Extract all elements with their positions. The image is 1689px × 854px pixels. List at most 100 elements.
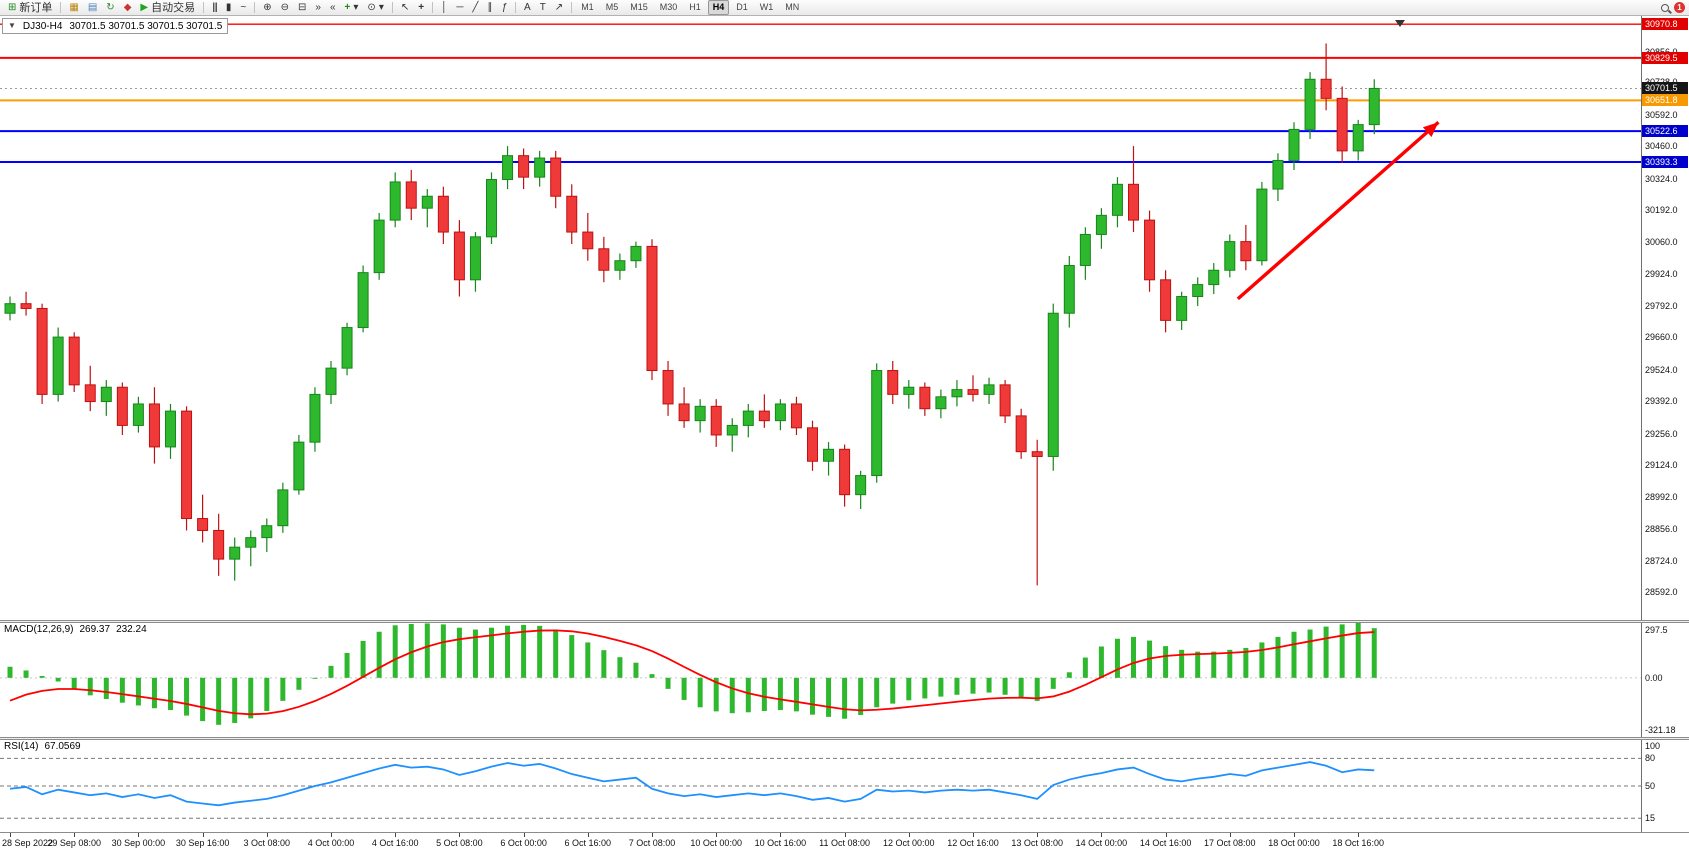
profiles-button[interactable]: ▦ bbox=[65, 1, 82, 15]
candle bbox=[887, 370, 899, 395]
candle bbox=[4, 303, 16, 314]
candle bbox=[1176, 296, 1188, 321]
time-tick bbox=[395, 833, 397, 837]
arrows-tool-button[interactable]: ↗ bbox=[551, 1, 567, 15]
market-watch-button[interactable]: ▤ bbox=[84, 1, 101, 15]
search-button[interactable] bbox=[1657, 1, 1673, 15]
periods-button[interactable]: ⊙ ▾ bbox=[363, 1, 387, 15]
time-axis-label: 30 Sep 16:00 bbox=[175, 838, 230, 848]
macd-panel[interactable]: MACD(12,26,9) 269.37 232.24 bbox=[0, 623, 1641, 737]
macd-bar bbox=[103, 677, 109, 700]
refresh-button[interactable]: ↻ bbox=[102, 1, 118, 15]
macd-chart[interactable] bbox=[0, 623, 1641, 737]
panel-splitter[interactable] bbox=[0, 737, 1689, 740]
trendline-button[interactable]: ╱ bbox=[468, 1, 482, 15]
macd-bar bbox=[376, 631, 382, 678]
notification-badge[interactable]: 1 bbox=[1674, 2, 1685, 13]
candle bbox=[245, 537, 257, 548]
toolbar-separator bbox=[391, 2, 393, 13]
panel-splitter[interactable] bbox=[0, 620, 1689, 623]
macd-bar bbox=[1307, 629, 1313, 678]
timeframe-button-m15[interactable]: M15 bbox=[630, 2, 648, 12]
macd-bar bbox=[440, 624, 446, 678]
trend-arrow[interactable] bbox=[1236, 120, 1440, 301]
rsi-chart[interactable] bbox=[0, 740, 1641, 832]
line-chart-button[interactable]: ~ bbox=[236, 1, 250, 15]
text-tool-button[interactable]: A bbox=[520, 1, 535, 15]
price-level-chip[interactable]: 30970.8 bbox=[1642, 18, 1688, 31]
timeframe-button-d1[interactable]: D1 bbox=[736, 2, 748, 12]
price-level-chip[interactable]: 30701.5 bbox=[1642, 82, 1688, 95]
candle bbox=[197, 518, 209, 531]
channel-button[interactable]: ∥ bbox=[483, 1, 496, 15]
macd-bar bbox=[87, 677, 93, 696]
chart-title-box: ▼ DJ30-H4 30701.5 30701.5 30701.5 30701.… bbox=[2, 18, 229, 34]
price-axis-label: 30856.0 bbox=[1645, 47, 1678, 58]
time-axis-label: 18 Oct 00:00 bbox=[1268, 838, 1320, 848]
candlestick-chart-icon: ▮ bbox=[225, 1, 232, 13]
timeframe-button-m1[interactable]: M1 bbox=[581, 2, 594, 12]
timeframe-button-h4[interactable]: H4 bbox=[707, 0, 730, 15]
macd-bar bbox=[344, 652, 350, 678]
main-chart-panel[interactable]: ▼ DJ30-H4 30701.5 30701.5 30701.5 30701.… bbox=[0, 16, 1641, 620]
timeframe-button-mn[interactable]: MN bbox=[785, 2, 800, 12]
chart-shift-button[interactable]: « bbox=[326, 1, 340, 15]
time-axis-label: 13 Oct 08:00 bbox=[1011, 838, 1063, 848]
bar-chart-button[interactable]: ||| bbox=[208, 1, 221, 15]
candle bbox=[357, 272, 369, 329]
macd-bar bbox=[793, 677, 799, 712]
macd-bar bbox=[601, 650, 607, 678]
timeframe-group: M1 M5 M15 M30 H1 H4 D1 W1 MN bbox=[576, 0, 804, 15]
favorites-icon: ◆ bbox=[123, 1, 132, 13]
macd-bar bbox=[874, 677, 880, 708]
price-axis-label: 28724.0 bbox=[1645, 555, 1678, 566]
price-level-chip[interactable]: 30522.6 bbox=[1642, 125, 1688, 138]
macd-bar bbox=[681, 677, 687, 700]
zoom-in-button[interactable]: ⊕ bbox=[259, 1, 275, 15]
timeframe-button-m30[interactable]: M30 bbox=[659, 2, 678, 12]
favorites-button[interactable]: ◆ bbox=[120, 1, 136, 15]
time-tick bbox=[652, 833, 653, 837]
indicators-button[interactable]: + ▾ bbox=[341, 1, 363, 15]
candle bbox=[534, 157, 546, 178]
price-axis[interactable]: 30856.0 30728.0 30592.0 30460.0 30324.0 30192… bbox=[1641, 16, 1689, 832]
fibonacci-button[interactable]: ƒ bbox=[497, 1, 511, 15]
cursor-button[interactable]: ↖ bbox=[397, 1, 413, 15]
crosshair-icon: + bbox=[418, 1, 425, 13]
rsi-panel[interactable]: RSI(14) 67.0569 bbox=[0, 740, 1641, 832]
new-order-button[interactable]: ⊞ 新订单 bbox=[4, 1, 56, 15]
macd-bar bbox=[1179, 649, 1185, 678]
candle bbox=[437, 195, 449, 233]
candlestick-chart[interactable] bbox=[0, 16, 1641, 620]
timeframe-button-h1[interactable]: H1 bbox=[689, 2, 701, 12]
candlestick-chart-button[interactable]: ▮ bbox=[222, 1, 236, 15]
macd-bar bbox=[617, 657, 623, 678]
price-level-chip[interactable]: 30651.8 bbox=[1642, 94, 1688, 107]
timeframe-button-w1[interactable]: W1 bbox=[759, 2, 774, 12]
auto-trading-button[interactable]: ▶ 自动交易 bbox=[136, 1, 199, 15]
tile-windows-button[interactable]: ⊟ bbox=[294, 1, 310, 15]
vertical-line-button[interactable]: │ bbox=[437, 1, 451, 15]
candle bbox=[148, 403, 160, 448]
price-level-chip[interactable]: 30829.5 bbox=[1642, 51, 1688, 64]
time-axis[interactable]: 28 Sep 2022 29 Sep 08:00 30 Sep 00:00 30 Se… bbox=[0, 832, 1689, 854]
candle bbox=[277, 489, 289, 527]
time-axis-label: 12 Oct 00:00 bbox=[883, 838, 935, 848]
time-axis-label: 14 Oct 16:00 bbox=[1139, 838, 1192, 848]
timeframe-button-m5[interactable]: M5 bbox=[605, 2, 619, 12]
macd-bar bbox=[55, 677, 61, 682]
candle bbox=[453, 231, 465, 281]
price-axis-label: 29256.0 bbox=[1645, 428, 1678, 439]
time-axis-label: 10 Oct 00:00 bbox=[690, 838, 742, 848]
zoom-out-button[interactable]: ⊖ bbox=[277, 1, 293, 15]
chart-shift-marker[interactable] bbox=[1395, 20, 1405, 27]
time-tick bbox=[1037, 833, 1039, 837]
crosshair-button[interactable]: + bbox=[414, 1, 428, 15]
horizontal-line-button[interactable]: ─ bbox=[452, 1, 467, 15]
price-level-chip[interactable]: 30393.3 bbox=[1642, 156, 1688, 169]
price-axis-label: 30460.0 bbox=[1645, 141, 1678, 152]
auto-scroll-button[interactable]: » bbox=[311, 1, 325, 15]
text-label-button[interactable]: T bbox=[536, 1, 550, 15]
candle bbox=[694, 405, 706, 422]
